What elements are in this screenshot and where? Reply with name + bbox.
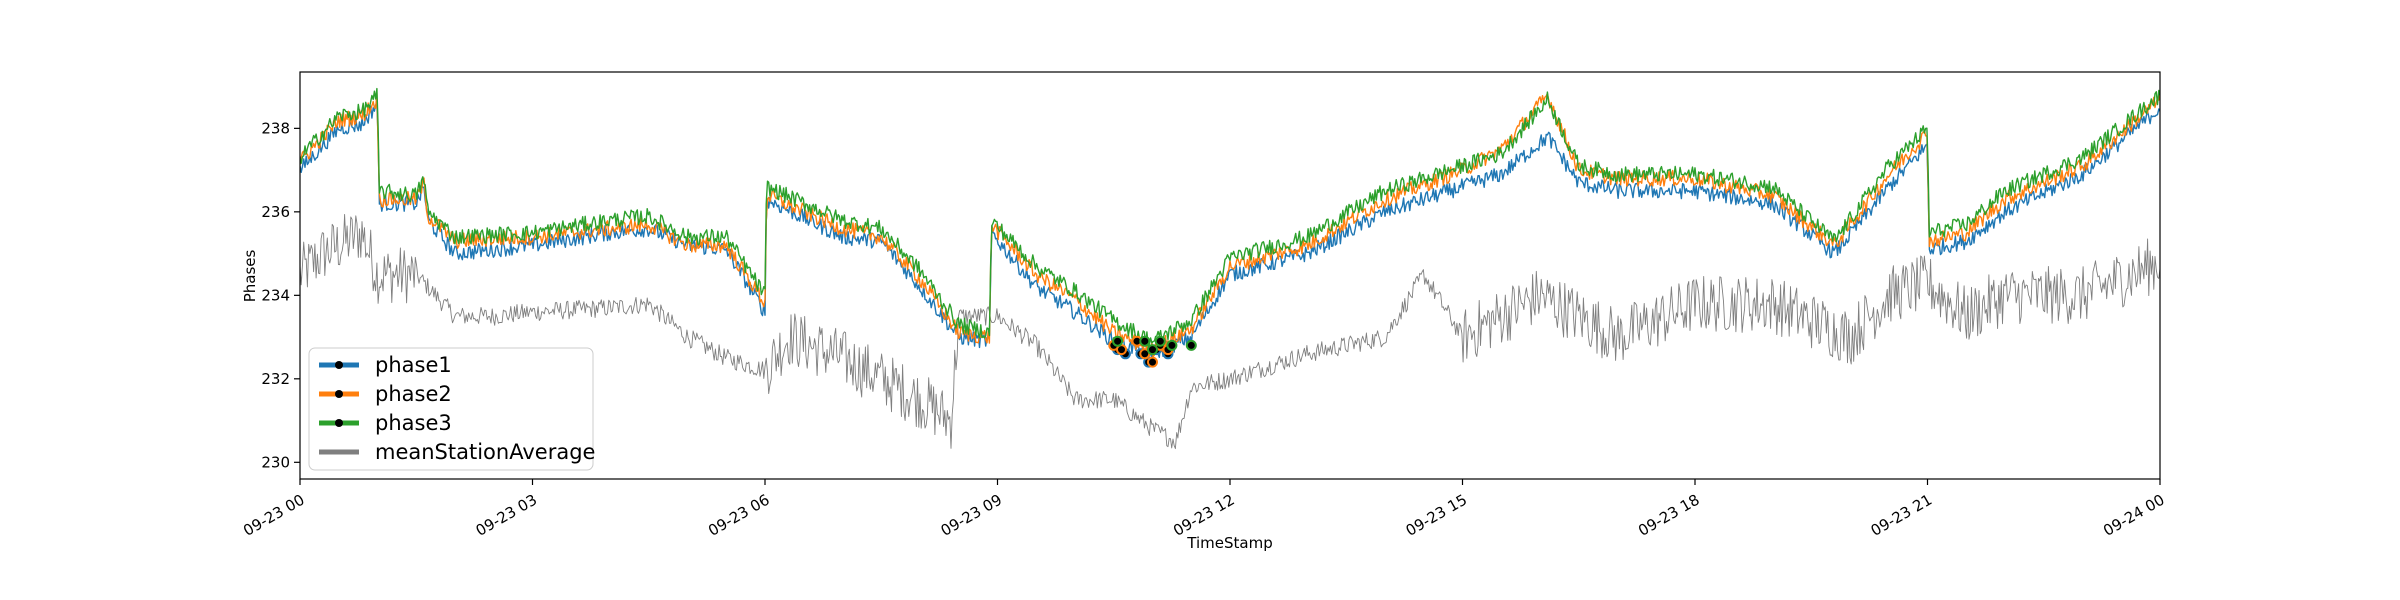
legend-marker-phase1 — [335, 361, 343, 369]
y-tick-label: 234 — [261, 286, 290, 304]
marker-phase3 — [1166, 339, 1178, 351]
legend-label-meanStationAverage: meanStationAverage — [375, 440, 595, 464]
x-tick-label: 09-23 15 — [1403, 491, 1470, 540]
x-tick-label: 09-23 06 — [705, 491, 772, 540]
marker-phase3 — [1185, 339, 1197, 351]
legend-label-phase2: phase2 — [375, 382, 452, 406]
series-line-phase1 — [300, 104, 2160, 361]
series-line-phase3 — [300, 87, 2160, 347]
legend-label-phase3: phase3 — [375, 411, 452, 435]
legend-marker-phase2 — [335, 390, 343, 398]
marker-phase2 — [1116, 344, 1127, 356]
legend: phase1 phase2 phase3 meanStationAverage — [308, 347, 595, 471]
series-line-meanStationAverage — [300, 213, 2160, 450]
y-axis-label: Phases — [241, 250, 259, 303]
marker-phase2 — [1147, 356, 1158, 368]
x-tick-label: 09-23 18 — [1635, 491, 1702, 540]
x-tick-label: 09-23 09 — [938, 491, 1005, 540]
marker-phase3 — [1147, 344, 1158, 356]
y-tick-label: 238 — [261, 119, 290, 137]
x-tick-label: 09-24 00 — [2100, 491, 2167, 540]
x-tick-label: 09-23 12 — [1170, 491, 1237, 540]
y-tick-label: 236 — [261, 203, 290, 221]
legend-label-phase1: phase1 — [375, 353, 452, 377]
x-axis-label: TimeStamp — [1186, 534, 1272, 552]
x-tick-label: 09-23 00 — [240, 491, 307, 540]
y-tick-label: 232 — [261, 370, 290, 388]
marker-phase3 — [1154, 335, 1166, 347]
x-tick-label: 09-23 21 — [1868, 491, 1935, 540]
legend-marker-phase3 — [335, 419, 343, 427]
legend-box — [308, 347, 594, 471]
marker-phase3 — [1139, 335, 1151, 347]
y-tick-label: 230 — [261, 453, 290, 471]
marker-phase3 — [1112, 335, 1124, 347]
x-tick-label: 09-23 03 — [473, 491, 540, 540]
